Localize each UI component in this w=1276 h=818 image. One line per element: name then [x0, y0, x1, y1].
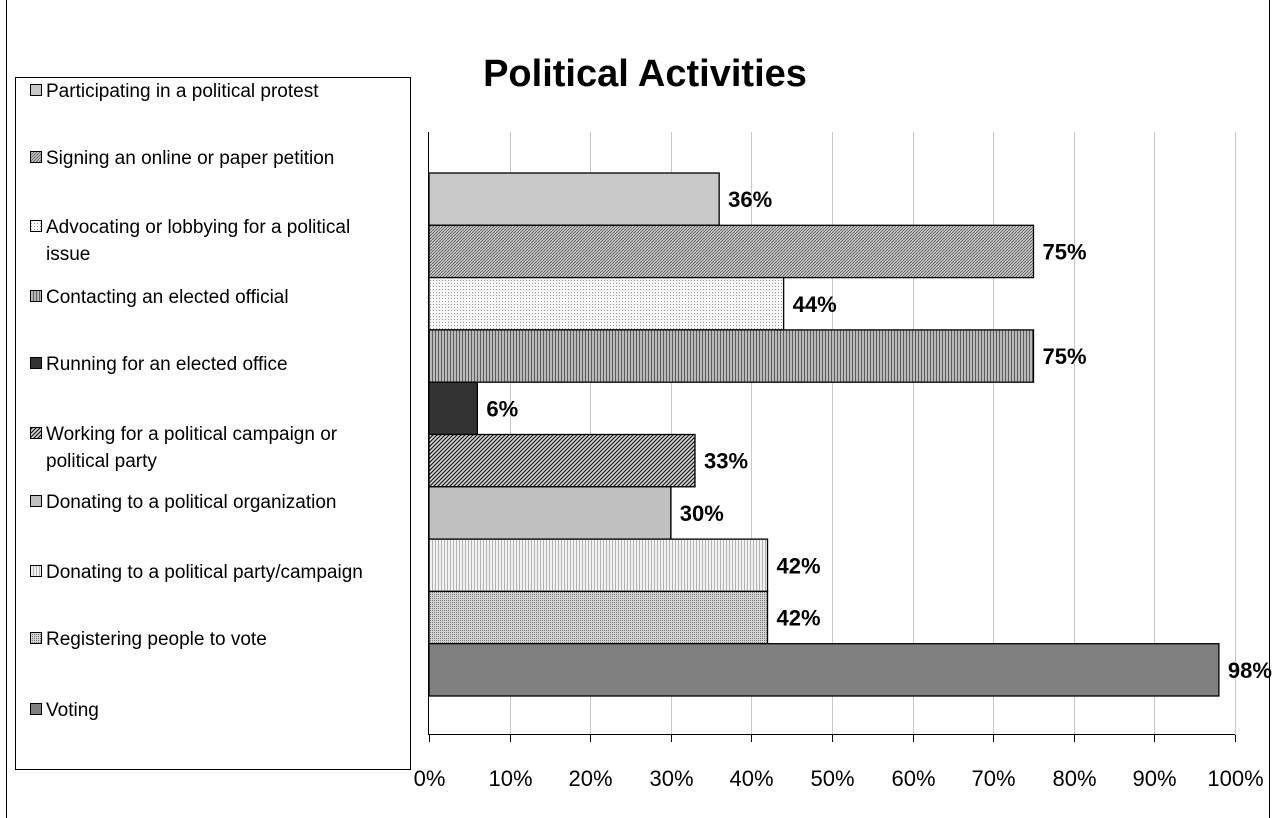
legend-swatch — [30, 357, 42, 369]
bar — [428, 538, 769, 593]
x-tick-label: 0% — [414, 766, 446, 791]
bar — [428, 590, 769, 645]
legend-label: Working for a political campaign or — [46, 424, 338, 445]
data-label: 42% — [777, 553, 821, 578]
x-tick-label: 20% — [568, 766, 612, 791]
x-tick-label: 90% — [1132, 766, 1176, 791]
legend-label: Contacting an elected official — [46, 287, 289, 308]
legend-box — [15, 77, 411, 770]
x-tick-label: 30% — [649, 766, 693, 791]
data-label: 6% — [486, 396, 518, 421]
legend-label: Participating in a political protest — [46, 81, 319, 102]
data-labels: 36% 75% 44% 75% 6% 33% 30% 42% 42% 98% — [486, 187, 1272, 683]
legend-swatch — [30, 220, 42, 232]
data-label: 75% — [1043, 344, 1087, 369]
legend: Participating in a political protest Sign… — [30, 81, 363, 721]
legend-label: Running for an elected office — [46, 354, 288, 375]
bars — [428, 172, 1220, 697]
x-tick-label: 10% — [488, 766, 532, 791]
legend-swatch — [30, 495, 42, 507]
legend-swatch — [30, 703, 42, 715]
legend-swatch — [30, 151, 42, 163]
legend-swatch — [30, 427, 42, 439]
legend-label: Signing an online or paper petition — [46, 148, 334, 169]
legend-swatch — [30, 84, 42, 96]
legend-label: Registering people to vote — [46, 629, 267, 650]
x-tick-label: 60% — [891, 766, 935, 791]
legend-label: Donating to a political organization — [46, 492, 336, 513]
bar — [428, 276, 785, 331]
bar — [428, 329, 1035, 383]
data-label: 30% — [680, 501, 724, 526]
bar — [428, 433, 696, 488]
data-label: 44% — [793, 292, 837, 317]
data-label: 42% — [777, 606, 821, 631]
x-axis-ticks: 0% 10% 20% 30% 40% 50% 60% 70% 80% 90% 100% — [414, 735, 1264, 791]
bar — [428, 224, 1035, 279]
x-tick-label: 40% — [729, 766, 773, 791]
x-tick-label: 100% — [1207, 766, 1263, 791]
chart-title: Political Activities — [483, 53, 807, 95]
legend-label: issue — [46, 244, 90, 265]
data-label: 75% — [1043, 239, 1087, 264]
legend-swatch — [30, 632, 42, 644]
legend-label: political party — [46, 451, 157, 472]
bar — [428, 643, 1220, 697]
x-tick-label: 80% — [1052, 766, 1096, 791]
data-label: 33% — [704, 449, 748, 474]
legend-label: Donating to a political party/campaign — [46, 562, 363, 583]
legend-swatch — [30, 290, 42, 302]
data-label: 36% — [728, 187, 772, 212]
x-tick-label: 50% — [810, 766, 854, 791]
legend-swatch — [30, 565, 42, 577]
bar — [428, 486, 672, 540]
legend-label: Voting — [46, 700, 99, 721]
data-label: 98% — [1228, 658, 1272, 683]
legend-label: Advocating or lobbying for a political — [46, 217, 350, 238]
x-tick-label: 70% — [971, 766, 1015, 791]
bar — [428, 381, 479, 436]
bar — [428, 172, 720, 226]
